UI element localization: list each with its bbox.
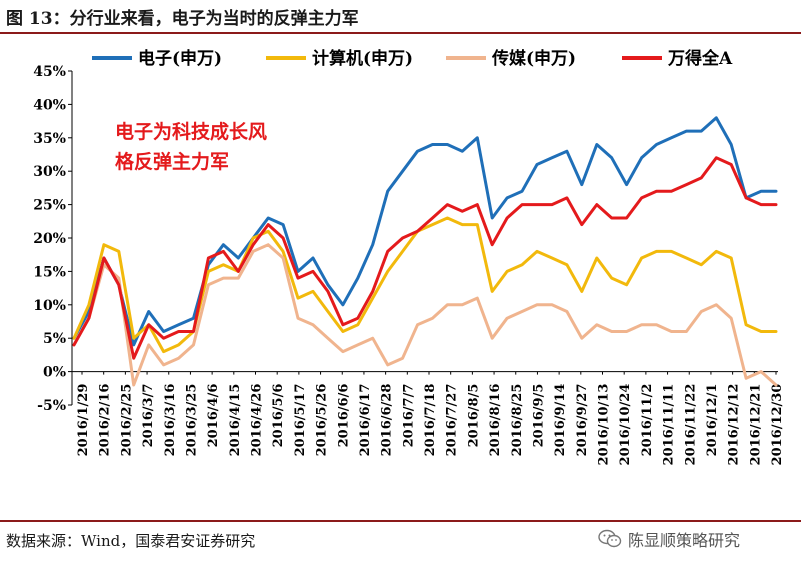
y-tick-label: 15% [33,264,66,280]
axes: -5% 0% 5% 10% 15% 20% 25% 30% 35% 40% 45% 2016/1/29… [33,64,785,465]
x-tick-label: 2016/3/25 [184,384,199,457]
x-tick-label: 2016/5/26 [315,384,330,457]
legend: 电子(申万) 计算机(申万) 传媒(申万) 万得全A [92,48,733,69]
top-rule [0,32,801,34]
x-tick-label: 2016/6/17 [358,384,373,457]
y-tick-label: -5% [37,398,66,414]
x-tick-label: 2016/8/16 [488,384,503,457]
x-tick-label: 2016/8/5 [466,384,481,448]
x-tick-label: 2016/5/6 [271,384,286,448]
x-tick-label: 2016/11/11 [662,384,677,466]
x-tick-label: 2016/4/15 [228,384,243,457]
series-line [72,116,778,347]
line-chart: -5% 0% 5% 10% 15% 20% 25% 30% 35% 40% 45% 2016/1/29… [33,48,785,465]
x-tick-label: 2016/8/25 [510,384,525,457]
legend-label: 传媒(申万) [491,48,576,69]
series-lines [72,116,778,387]
x-tick-label: 2016/1/29 [76,384,91,457]
brand-watermark: 陈显顺策略研究 [598,527,740,551]
series-line [72,156,778,360]
y-tick-label: 35% [33,131,66,147]
y-tick-label: 30% [33,164,66,180]
legend-label: 万得全A [667,48,733,69]
y-tick-label: 20% [33,231,66,247]
series-line [72,216,778,354]
series-line [72,243,778,387]
y-tick-label: 45% [33,64,66,80]
x-tick-label: 2016/7/7 [401,384,416,448]
x-tick-label: 2016/4/6 [206,384,221,448]
x-tick-label: 2016/12/30 [770,384,785,466]
legend-label: 计算机(申万) [312,48,413,69]
x-tick-label: 2016/6/6 [336,384,351,448]
legend-label: 电子(申万) [138,48,222,69]
source-note: 数据来源：Wind，国泰君安证券研究 [6,532,256,550]
x-tick-label: 2016/9/5 [531,384,546,448]
x-tick-label: 2016/9/14 [553,384,568,457]
x-tick-label: 2016/9/27 [575,384,590,457]
x-tick-label: 2016/5/17 [293,384,308,457]
x-tick-label: 2016/11/22 [683,384,698,466]
x-tick-label: 2016/6/28 [380,384,395,457]
y-tick-label: 0% [43,365,66,381]
x-tick-label: 2016/7/27 [445,384,460,457]
y-tick-label: 25% [33,198,66,214]
y-tick-label: 40% [33,97,66,113]
y-tick-label: 10% [33,298,66,314]
y-tick-label: 5% [43,331,66,347]
brand-label: 陈显顺策略研究 [628,531,741,550]
x-tick-label: 2016/12/1 [705,384,720,457]
figure-title: 图 13：分行业来看，电子为当时的反弹主力军 [6,9,359,29]
x-tick-label: 2016/2/25 [119,384,134,457]
annotation-text: 电子为科技成长风 [115,120,267,143]
x-tick-label: 2016/7/18 [423,384,438,457]
x-tick-label: 2016/10/24 [618,384,633,466]
x-tick-label: 2016/2/16 [98,384,113,457]
x-tick-label: 2016/11/2 [640,384,655,457]
x-tick-label: 2016/12/21 [748,384,763,466]
annotation-text: 格反弹主力军 [115,150,229,173]
x-tick-label: 2016/4/26 [250,384,265,457]
x-tick-label: 2016/12/12 [727,384,742,466]
x-tick-label: 2016/3/7 [141,384,156,448]
wechat-icon [598,529,622,548]
bottom-rule [0,520,801,522]
x-tick-label: 2016/3/16 [163,384,178,457]
x-tick-label: 2016/10/13 [597,384,612,466]
